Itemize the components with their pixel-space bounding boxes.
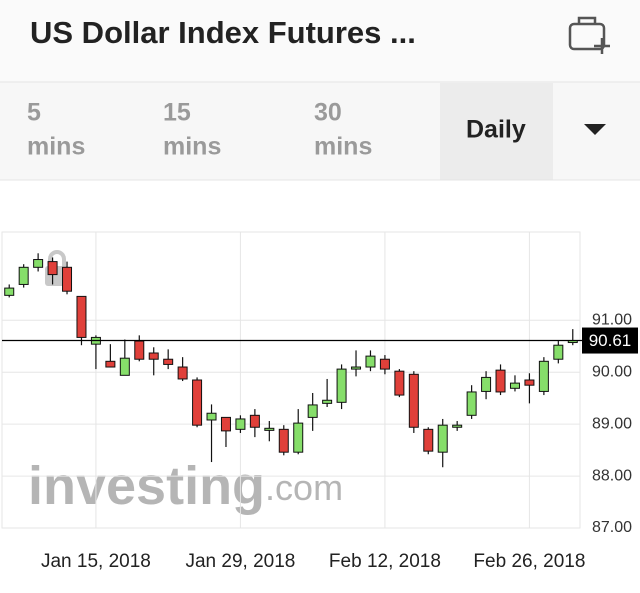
candle-body: [394, 370, 405, 396]
tab-label[interactable]: mins: [314, 133, 372, 161]
tab-label[interactable]: 15: [163, 99, 191, 127]
candle-body: [351, 366, 362, 370]
candle-body: [481, 376, 492, 392]
candle-body: [524, 379, 535, 386]
x-tick-label: Feb 26, 2018: [473, 551, 585, 572]
candle-body: [76, 295, 87, 338]
candle-body: [235, 418, 246, 430]
y-tick-label: 87.00: [592, 519, 632, 536]
tab-label[interactable]: Daily: [466, 116, 526, 144]
candle-body: [206, 412, 217, 421]
candle-body: [264, 427, 275, 431]
last-price-label: 90.61: [589, 331, 632, 350]
candle-body: [148, 352, 159, 360]
candle-body: [322, 399, 333, 404]
candle-body: [4, 287, 15, 296]
add-to-portfolio-button[interactable]: [568, 16, 610, 54]
active-tab-bg: [440, 83, 553, 180]
candle-body: [495, 369, 506, 393]
candle-body: [452, 424, 463, 428]
candle-body: [466, 391, 477, 416]
candle-body: [509, 382, 520, 389]
candle-body: [119, 357, 130, 376]
candle-body: [553, 344, 564, 360]
x-tick-label: Jan 29, 2018: [185, 551, 295, 572]
candle-body: [33, 259, 44, 268]
tab-label[interactable]: 30: [314, 99, 342, 127]
watermark: investing.com: [28, 456, 343, 516]
y-tick-label: 90.00: [592, 363, 632, 380]
watermark-suffix: .com: [265, 467, 343, 508]
y-tick-label: 91.00: [592, 311, 632, 328]
candle-body: [307, 404, 318, 418]
candle-body: [336, 368, 347, 403]
y-tick-label: 89.00: [592, 415, 632, 432]
candle-body: [423, 428, 434, 452]
candle-body: [192, 379, 203, 426]
header-bar: [0, 0, 640, 82]
candle-body: [47, 261, 58, 276]
candle-body: [249, 414, 260, 428]
lock-icon: [48, 250, 66, 266]
x-tick-label: Feb 12, 2018: [329, 551, 441, 572]
candle-body: [134, 340, 145, 360]
tab-label[interactable]: 5: [27, 99, 41, 127]
watermark-brand: investing: [28, 456, 265, 516]
candle-body: [365, 355, 376, 368]
y-tick-label: 88.00: [592, 467, 632, 484]
candle-body: [278, 428, 289, 453]
candle-body: [163, 358, 174, 365]
candle-body: [177, 366, 188, 380]
candle-body: [379, 358, 390, 370]
x-tick-label: Jan 15, 2018: [41, 551, 151, 572]
tab-label[interactable]: mins: [27, 133, 85, 161]
candle-body: [293, 422, 304, 453]
tab-label[interactable]: mins: [163, 133, 221, 161]
candle-body: [105, 360, 116, 368]
header-title: US Dollar Index Futures ...: [30, 15, 416, 50]
candle-body: [18, 266, 29, 285]
candle-body: [538, 360, 549, 392]
dropdown-arrow[interactable]: [584, 124, 606, 135]
candle-body: [62, 266, 73, 292]
candle-body: [437, 424, 448, 453]
last-price-box: [582, 327, 638, 354]
candle-body: [220, 416, 231, 432]
candle-body: [408, 373, 419, 428]
